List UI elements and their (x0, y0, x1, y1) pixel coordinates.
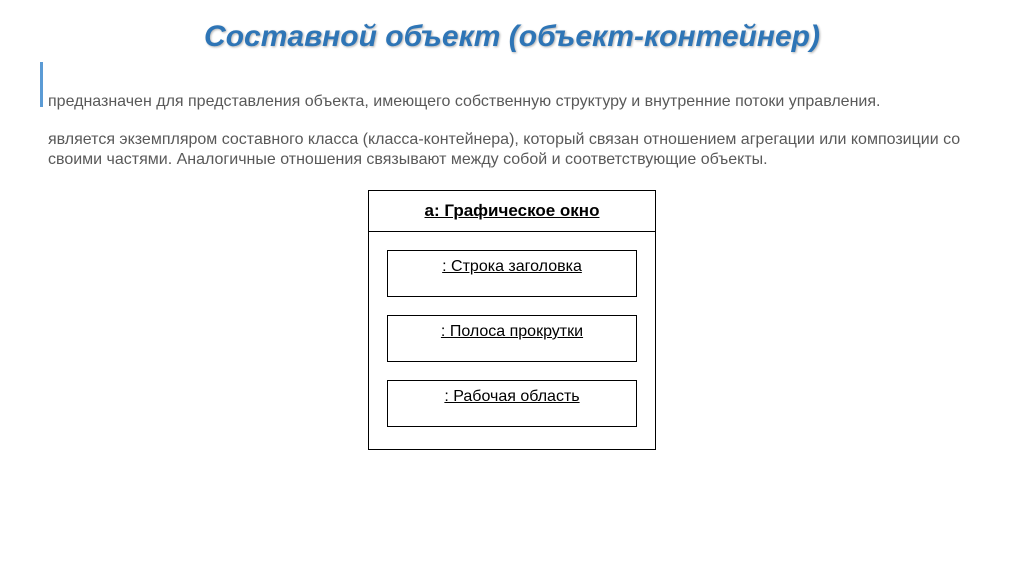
description-paragraph-1: предназначен для представления объекта, … (48, 92, 976, 112)
uml-child-object: : Полоса прокрутки (387, 315, 637, 362)
diagram-container: a: Графическое окно : Строка заголовка :… (0, 190, 1024, 450)
uml-composite-object: a: Графическое окно : Строка заголовка :… (368, 190, 656, 450)
uml-child-object: : Рабочая область (387, 380, 637, 427)
page-title: Составной объект (объект-контейнер) (0, 0, 1024, 66)
uml-child-object: : Строка заголовка (387, 250, 637, 297)
description-paragraph-2: является экземпляром составного класса (… (48, 130, 976, 170)
uml-object-header: a: Графическое окно (369, 191, 655, 232)
uml-object-body: : Строка заголовка : Полоса прокрутки : … (369, 232, 655, 449)
accent-bar (40, 62, 43, 107)
